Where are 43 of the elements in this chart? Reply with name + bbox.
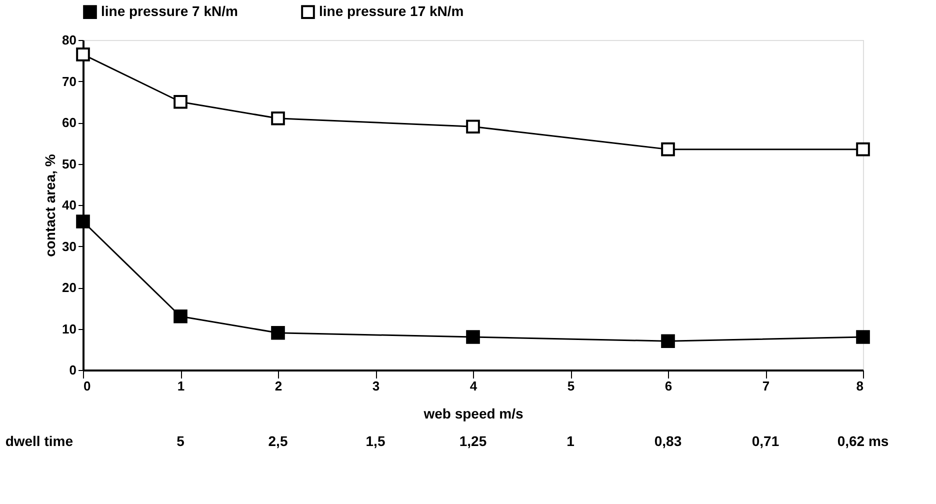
x-tick-label: 3 — [372, 378, 380, 394]
point — [856, 330, 870, 344]
point — [466, 120, 480, 134]
y-tick-label: 10 — [62, 321, 76, 336]
y-tick-label: 40 — [62, 198, 76, 212]
point — [661, 142, 675, 156]
x-tick-label: 5 — [567, 378, 575, 394]
text: 1,5 — [366, 433, 386, 449]
point — [661, 334, 675, 348]
x-tick-label: 0 — [84, 378, 91, 394]
y-tick-label: 80 — [62, 32, 76, 48]
text: 2,5 — [268, 433, 288, 449]
x-tick-label: 7 — [762, 378, 770, 394]
point — [174, 94, 188, 109]
point — [271, 326, 285, 340]
x-tick-label: 2 — [274, 378, 282, 394]
text: 0,71 — [752, 433, 780, 449]
y-tick-label: 0 — [69, 362, 76, 378]
text: 5 — [176, 433, 185, 449]
point — [856, 142, 870, 156]
x-tick-label: 4 — [470, 378, 478, 394]
text: 0,83 — [654, 433, 682, 449]
text: 1,25 — [459, 433, 487, 449]
y-tick-label: 70 — [62, 74, 76, 89]
point — [466, 330, 480, 344]
legend-label: line pressure 7 kN/m — [101, 3, 238, 20]
x-tick-label: 1 — [177, 378, 185, 394]
x-tick-label: 6 — [664, 378, 672, 394]
y-tick-label: 20 — [62, 280, 76, 295]
y-tick-label: 60 — [62, 115, 76, 130]
legend-label: line pressure 17 kN/m — [319, 3, 464, 20]
point — [174, 309, 188, 324]
x-tick-label: 8 — [856, 378, 864, 394]
y-tick-label: 30 — [62, 238, 76, 254]
text: 0,62 ms — [837, 433, 889, 449]
point — [76, 214, 90, 228]
y-tick-label: 50 — [62, 156, 76, 172]
text: 1 — [566, 433, 575, 449]
point — [271, 111, 285, 126]
point — [76, 48, 90, 62]
text: dwell time — [5, 433, 74, 449]
y-axis-title: contact area, % — [42, 154, 58, 257]
x-axis-title: web speed m/s — [422, 406, 524, 422]
